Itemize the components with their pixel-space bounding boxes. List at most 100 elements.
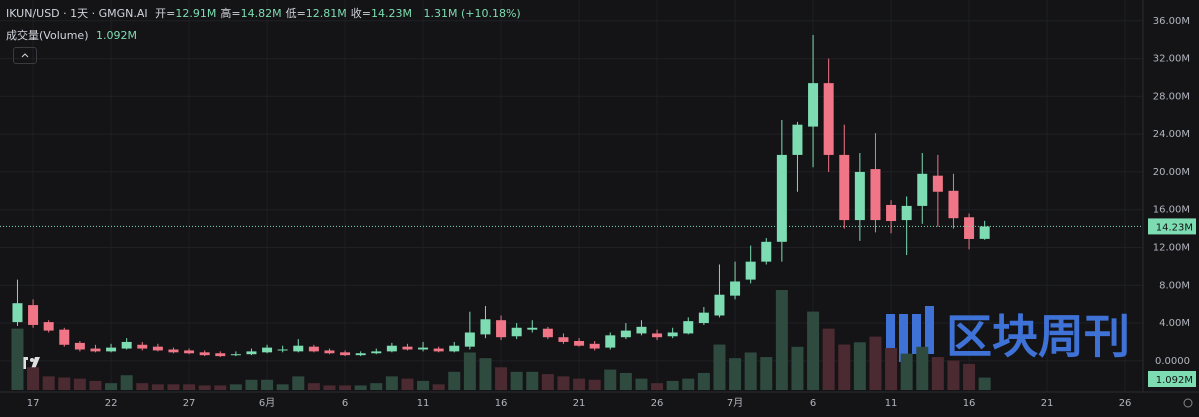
volume-bar: [573, 378, 586, 390]
volume-bar: [822, 328, 835, 390]
last-price-label: 14.23M: [1156, 222, 1193, 233]
candle-body: [886, 204, 897, 222]
volume-bar: [73, 378, 86, 390]
ohlc-value: 14.82M: [240, 7, 282, 20]
candle-body: [59, 329, 70, 345]
candle-body: [854, 171, 865, 221]
volume-bar: [760, 357, 773, 390]
volume-bar: [432, 384, 445, 390]
volume-bar: [947, 360, 960, 390]
volume-bar: [136, 383, 149, 390]
candle-body: [246, 351, 257, 355]
candle-body: [106, 347, 117, 352]
x-tick-label: 11: [417, 398, 430, 409]
volume-bar: [183, 384, 196, 390]
candle-body: [558, 337, 569, 342]
volume-bar: [11, 328, 24, 390]
candle-body: [433, 348, 444, 352]
volume-bar: [682, 378, 695, 390]
x-tick-label: 21: [573, 398, 586, 409]
volume-bar: [323, 385, 336, 390]
volume-label: 成交量(Volume): [6, 29, 89, 42]
volume-bar: [401, 378, 414, 390]
candle-body: [698, 312, 709, 324]
candle-body: [636, 326, 647, 334]
candle-body: [839, 154, 850, 221]
candle-body: [340, 352, 351, 356]
candle-body: [464, 332, 475, 347]
candle-body: [652, 333, 663, 338]
volume-bar: [510, 371, 523, 390]
ohlc-value: 12.91M: [175, 7, 217, 20]
y-tick-label: 20.00M: [1153, 167, 1190, 178]
candle-body: [152, 346, 163, 351]
volume-bar: [58, 377, 71, 390]
x-tick-label: 6: [342, 398, 348, 409]
symbol: IKUN/USD · 1天 · GMGN.AI: [6, 7, 148, 20]
header: IKUN/USD · 1天 · GMGN.AI 开=12.91M 高=14.82M…: [6, 5, 525, 21]
candle-body: [480, 319, 491, 335]
x-tick-label: 26: [1119, 398, 1132, 409]
volume-bar: [541, 374, 554, 390]
x-tick-label: 17: [27, 398, 40, 409]
change: 1.31M (+10.18%): [423, 7, 521, 20]
candle-body: [215, 353, 226, 357]
volume-header: 成交量(Volume) 1.092M: [6, 27, 141, 43]
volume-bar: [791, 346, 804, 390]
candle-body: [511, 327, 522, 337]
volume-bar: [916, 346, 929, 390]
volume-bar: [900, 353, 913, 390]
volume-bar: [229, 384, 242, 390]
ohlc-value: 14.23M: [371, 7, 412, 20]
watermark-logo: [886, 306, 934, 362]
candle-body: [28, 305, 39, 325]
volume-bar: [463, 352, 476, 390]
x-tick-label: 6: [810, 398, 816, 409]
candle-body: [605, 335, 616, 348]
x-tick-label: 16: [495, 398, 508, 409]
settings-icon[interactable]: [1183, 398, 1193, 408]
volume-bar: [354, 385, 367, 390]
volume-bar: [495, 367, 508, 390]
y-tick-label: 4.00M: [1159, 318, 1190, 329]
x-tick-label: 21: [1041, 398, 1054, 409]
volume-bar: [42, 376, 55, 390]
volume-bar: [775, 290, 788, 390]
ohlc-label: 高=: [220, 7, 241, 20]
volume-bar: [557, 376, 570, 390]
candle-body: [870, 169, 881, 221]
candle-body: [745, 261, 756, 280]
candle-body: [496, 320, 507, 338]
candle-body: [12, 303, 23, 323]
candle-body: [355, 353, 366, 356]
x-tick-label: 7月: [727, 397, 743, 409]
volume-bar: [869, 336, 882, 390]
ohlc: 开=12.91M 高=14.82M 低=12.81M 收=14.23M: [155, 7, 416, 20]
volume-bar: [27, 367, 40, 390]
volume-bar: [339, 385, 352, 390]
volume-bar: [385, 376, 398, 390]
candle-body: [449, 345, 460, 352]
volume-bar: [729, 358, 742, 390]
tv-logo: [20, 357, 40, 369]
volume-bar: [635, 378, 648, 390]
volume-bar: [89, 380, 102, 390]
collapse-button[interactable]: [13, 47, 37, 64]
candle-body: [43, 322, 54, 331]
ohlc-label: 收=: [350, 7, 371, 20]
volume-value-axis-label: 1.092M: [1156, 375, 1193, 386]
grid: [0, 0, 1143, 392]
volume-bar: [479, 358, 492, 390]
candle-body: [386, 345, 397, 352]
candle-body: [90, 348, 101, 352]
candle-body: [121, 341, 132, 349]
volume-bar: [604, 369, 617, 390]
volume-bar: [838, 344, 851, 390]
candle-body: [964, 217, 975, 239]
candle-body: [184, 350, 195, 354]
candle-body: [168, 349, 179, 353]
volume-bar: [666, 380, 679, 390]
y-tick-label: 0.0000: [1155, 356, 1190, 367]
candle-body: [308, 346, 319, 352]
